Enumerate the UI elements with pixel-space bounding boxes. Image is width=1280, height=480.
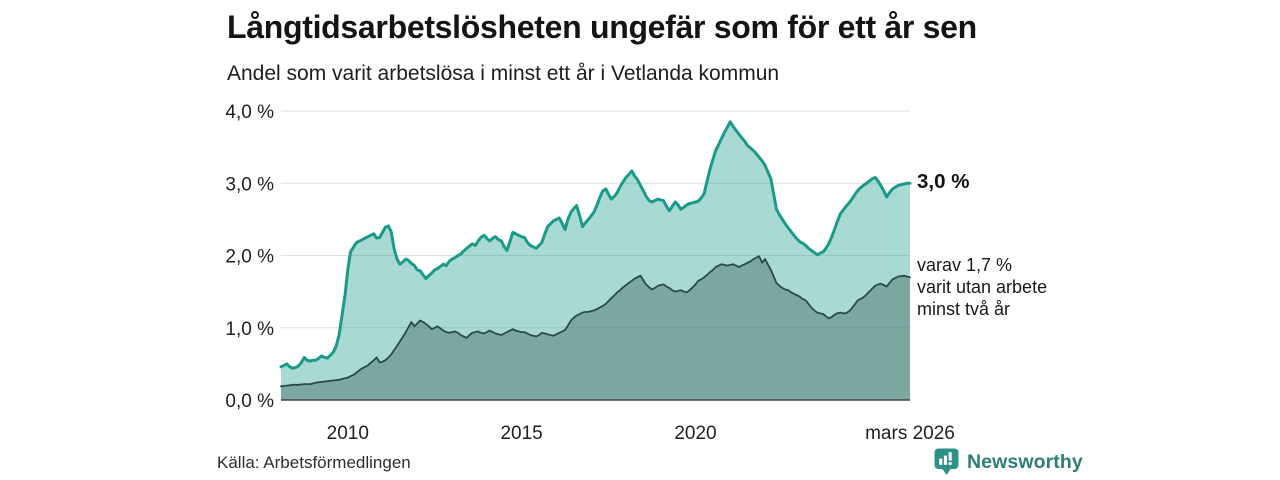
x-tick-label: 2015 <box>500 423 542 444</box>
newsworthy-wordmark: Newsworthy <box>967 450 1083 473</box>
x-tick-label: 2010 <box>327 423 369 444</box>
y-tick-label: 3,0 % <box>225 174 274 195</box>
y-tick-label: 4,0 % <box>225 102 274 123</box>
source-note: Källa: Arbetsförmedlingen <box>217 453 411 472</box>
chart-subtitle: Andel som varit arbetslösa i minst ett å… <box>227 62 780 85</box>
subseries-label-line3: minst två år <box>917 299 1011 319</box>
subseries-label-line1: varav 1,7 % <box>917 255 1013 275</box>
series-end-label-total: 3,0 % <box>917 170 970 193</box>
y-tick-label: 1,0 % <box>225 319 274 340</box>
minst-ett-ar-line <box>279 120 912 370</box>
newsworthy-brand: Newsworthy <box>934 448 1083 476</box>
subseries-label-line2: varit utan arbete <box>917 277 1048 297</box>
minst-tva-ar-line <box>280 255 911 388</box>
newsworthy-logo-icon <box>934 448 959 475</box>
series-end-label-subseries: varav 1,7 % varit utan arbete minst två … <box>917 254 1047 320</box>
chart-title: Långtidsarbetslösheten ungefär som för e… <box>227 9 977 45</box>
minst-tva-ar-area <box>281 256 910 400</box>
y-tick-label: 2,0 % <box>225 247 274 268</box>
x-tick-label: 2020 <box>674 423 716 444</box>
minst-ett-ar-area <box>281 121 910 401</box>
x-tick-label: mars 2026 <box>865 423 955 444</box>
y-tick-label: 0,0 % <box>225 391 274 412</box>
